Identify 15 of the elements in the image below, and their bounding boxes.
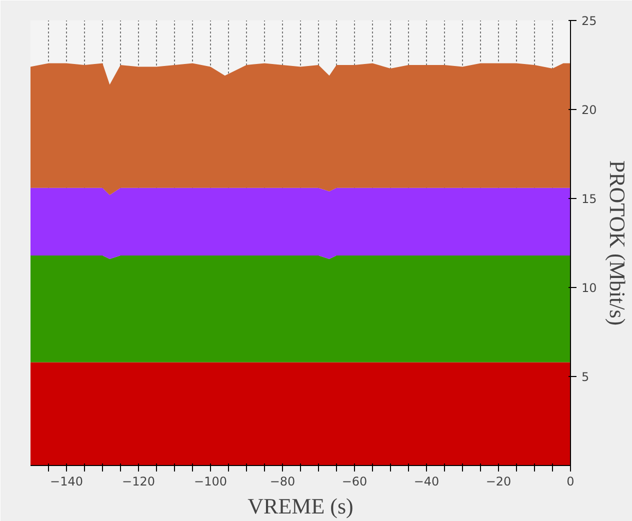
x-tick-label: 0 <box>566 474 574 488</box>
x-tick-label: −40 <box>414 474 440 488</box>
x-tick-label: −20 <box>486 474 512 488</box>
y-tick-label: 10 <box>582 281 597 295</box>
y-axis-title: PROTOK (Mbit/s) <box>604 160 630 326</box>
y-tick-label: 25 <box>582 14 597 28</box>
x-tick-label: −120 <box>122 474 155 488</box>
y-tick-label: 15 <box>582 192 597 206</box>
x-tick-label: −100 <box>194 474 227 488</box>
x-tick-label: −140 <box>50 474 83 488</box>
x-tick-label: −60 <box>342 474 368 488</box>
x-tick-label: −80 <box>270 474 296 488</box>
y-tick-label: 20 <box>582 103 597 117</box>
y-tick-label: 5 <box>582 370 590 384</box>
x-axis-title: VREME (s) <box>248 494 354 518</box>
